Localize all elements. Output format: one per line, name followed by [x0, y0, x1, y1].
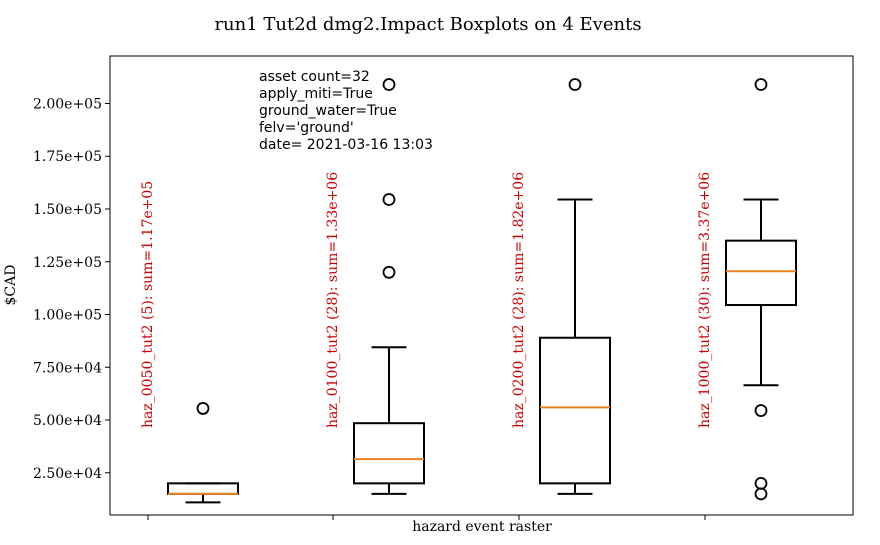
metadata-line: date= 2021-03-16 13:03	[259, 137, 433, 153]
metadata-line: apply_miti=True	[259, 86, 373, 102]
outlier-point	[754, 78, 768, 91]
x-axis	[147, 515, 706, 520]
outlier-point	[382, 78, 396, 91]
outlier-point	[754, 487, 768, 501]
boxes-group	[167, 78, 797, 504]
metadata-line: asset count=32	[259, 69, 370, 85]
x-axis-label: hazard event raster	[412, 519, 552, 535]
y-tick-label: 2.00e+05	[33, 96, 102, 112]
metadata-line: felv='ground'	[259, 120, 354, 136]
metadata-line: ground_water=True	[259, 103, 397, 119]
outlier-point	[568, 78, 582, 91]
iqr-box	[167, 482, 239, 495]
y-tick-label: 1.75e+05	[33, 149, 102, 165]
y-axis: 2.50e+04 5.00e+04 7.50e+04 1.00e+05 1.25e+05…	[33, 96, 110, 482]
outlier-point	[196, 402, 210, 415]
box-2	[353, 78, 425, 495]
outlier-point	[754, 476, 768, 490]
y-axis-label: $CAD	[3, 265, 19, 306]
event-label: haz_0100_tut2 (28): sum=1.33e+06	[325, 172, 341, 428]
chart-title: run1 Tut2d dmg2.Impact Boxplots on 4 Eve…	[214, 14, 641, 35]
y-tick-label: 1.25e+05	[33, 255, 102, 271]
metadata-annotation: asset count=32apply_miti=Trueground_wate…	[259, 69, 433, 153]
event-label: haz_1000_tut2 (30): sum=3.37e+06	[697, 172, 713, 428]
iqr-box	[539, 336, 611, 485]
y-tick-label: 1.50e+05	[33, 202, 102, 218]
y-tick-label: 7.50e+04	[33, 360, 102, 376]
outlier-point	[382, 265, 396, 279]
plot-area-frame	[109, 55, 854, 516]
iqr-box	[725, 239, 797, 307]
outlier-point	[754, 404, 768, 417]
event-labels-group: haz_0050_tut2 (5): sum=1.17e+05 haz_0100_…	[140, 172, 713, 428]
y-tick-label: 2.50e+04	[33, 466, 102, 482]
event-label: haz_0050_tut2 (5): sum=1.17e+05	[140, 181, 156, 428]
iqr-box	[353, 422, 425, 485]
event-label: haz_0200_tut2 (28): sum=1.82e+06	[511, 172, 527, 428]
y-tick-label: 1.00e+05	[33, 308, 102, 324]
box-3	[539, 78, 611, 495]
box-4	[725, 78, 797, 501]
y-tick-label: 5.00e+04	[33, 413, 102, 429]
outlier-point	[382, 193, 396, 206]
box-1	[167, 402, 239, 504]
